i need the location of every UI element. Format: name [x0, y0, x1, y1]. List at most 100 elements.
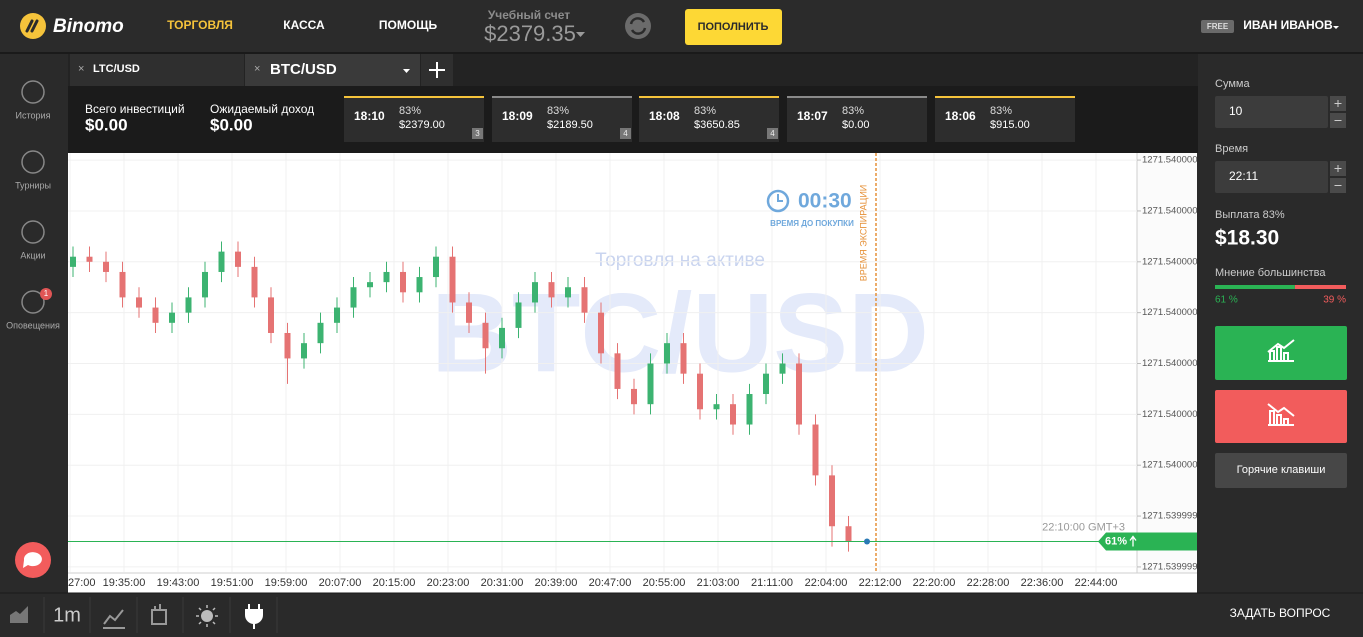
watermark: BTC/USD	[431, 271, 929, 396]
deal-card[interactable]	[344, 96, 484, 142]
time-input[interactable]	[1215, 161, 1328, 193]
x-tick-label: 22:20:00	[913, 577, 956, 589]
sidebar-label[interactable]: Турниры	[15, 180, 51, 190]
y-tick-label: 1271.54000020	[1142, 358, 1208, 369]
cursor-time: 22:10:00 GMT+3	[1042, 521, 1125, 533]
candle-body	[70, 256, 76, 267]
x-tick-label: 22:12:00	[859, 577, 902, 589]
deal-card[interactable]	[935, 96, 1075, 142]
indicator-icon[interactable]	[103, 609, 125, 629]
deposit-label[interactable]: ПОПОЛНИТЬ	[698, 21, 769, 33]
deal-amount: $2189.50	[547, 119, 593, 131]
timer-label: ВРЕМЯ ДО ПОКУПКИ	[770, 219, 854, 228]
tab-label[interactable]: BTC/USD	[270, 61, 337, 78]
deal-percent: 83%	[990, 105, 1012, 117]
sidebar-label[interactable]: Оповещения	[6, 320, 60, 330]
candle-body	[251, 266, 258, 298]
sidebar-icon[interactable]	[21, 80, 45, 104]
sidebar-icon[interactable]	[21, 150, 45, 174]
deal-amount: $915.00	[990, 119, 1030, 131]
y-tick-label: 1271.53999980	[1142, 561, 1208, 572]
candle-body	[598, 312, 604, 354]
payout-value: $18.30	[1215, 227, 1279, 250]
candle-body	[383, 271, 390, 283]
deal-card[interactable]	[787, 96, 927, 142]
candle-body	[400, 271, 406, 293]
x-tick-label: 22:28:00	[967, 577, 1010, 589]
candle-body	[763, 373, 769, 395]
sidebar-label[interactable]: История	[16, 110, 51, 120]
tools-icon[interactable]	[151, 604, 167, 625]
header-bar	[0, 0, 1363, 53]
user-name[interactable]: ИВАН ИВАНОВ	[1243, 18, 1333, 32]
tab-bg[interactable]	[70, 54, 244, 86]
price-axis-bg	[1137, 153, 1197, 573]
x-tick-label: 20:39:00	[535, 577, 578, 589]
x-tick-label: 19:59:00	[265, 577, 308, 589]
sidebar-icon[interactable]	[21, 220, 45, 244]
deal-percent: 83%	[842, 105, 864, 117]
deal-count-bg	[620, 128, 631, 139]
tab-label[interactable]: LTC/USD	[93, 63, 140, 75]
candle-body	[334, 307, 340, 323]
tab-bg[interactable]	[245, 54, 420, 86]
x-tick-label: 22:44:00	[1075, 577, 1118, 589]
deal-count: 4	[770, 129, 775, 138]
tab-close[interactable]: ×	[78, 63, 84, 75]
deposit-button[interactable]	[685, 9, 782, 45]
x-tick-label: 20:15:00	[373, 577, 416, 589]
account-balance[interactable]: $2379.35	[484, 21, 576, 46]
majority-down: 39 %	[1323, 295, 1346, 306]
logo-mark	[25, 19, 39, 33]
candle-body	[284, 332, 291, 359]
candle-body	[350, 287, 357, 308]
deal-card-top	[344, 96, 484, 98]
x-tick-label: 20:55:00	[643, 577, 686, 589]
tab-close[interactable]: ×	[254, 63, 260, 75]
candle-body	[301, 343, 307, 359]
deal-card[interactable]	[639, 96, 779, 142]
caret	[403, 69, 410, 73]
deal-card[interactable]	[492, 96, 632, 142]
theme-icon[interactable]	[201, 610, 213, 622]
refresh-button[interactable]	[625, 13, 651, 39]
timer: 00:30	[798, 190, 852, 213]
candle-body	[202, 271, 208, 298]
candle-body	[779, 363, 786, 374]
time-value[interactable]: 22:11	[1229, 169, 1258, 183]
price-tag-arrow	[1129, 535, 1137, 547]
amount-input[interactable]	[1215, 96, 1328, 128]
nav-link[interactable]: КАССА	[283, 18, 325, 32]
candle-body	[713, 404, 720, 410]
chart-type-icon[interactable]	[10, 606, 28, 623]
deal-count: 3	[475, 129, 480, 138]
nav-link[interactable]: ТОРГОВЛЯ	[167, 18, 233, 32]
ask-question[interactable]: ЗАДАТЬ ВОПРОС	[1230, 606, 1331, 620]
up-icon	[1267, 339, 1295, 362]
deal-time: 18:09	[502, 109, 533, 123]
candle-body	[565, 287, 571, 298]
notification-badge-bg	[40, 288, 52, 300]
payout-label: Выплата 83%	[1215, 209, 1285, 221]
hotkeys-button[interactable]	[1215, 453, 1347, 488]
chart-subtitle: Торговля на активе	[595, 250, 765, 271]
connection-icon[interactable]	[245, 604, 263, 629]
account-label[interactable]: Учебный счет	[488, 8, 570, 22]
nav-link[interactable]: ПОМОЩЬ	[379, 18, 438, 32]
sidebar-icon[interactable]	[21, 290, 45, 314]
y-tick-label: 1271.54000000	[1142, 460, 1208, 471]
hotkeys-label[interactable]: Горячие клавиши	[1237, 464, 1326, 476]
amount-value[interactable]: 10	[1229, 104, 1243, 118]
plus-icon	[429, 62, 445, 78]
candle-body	[185, 297, 192, 313]
field-label: Сумма	[1215, 78, 1250, 90]
candle-body	[829, 475, 835, 527]
candle-body	[136, 297, 142, 308]
timeframe[interactable]: 1m	[53, 604, 81, 626]
logo-text[interactable]: Binomo	[53, 16, 124, 37]
x-tick-label: 21:11:00	[751, 577, 793, 589]
candle-body	[103, 261, 109, 272]
sidebar-label[interactable]: Акции	[20, 250, 45, 260]
chat-icon	[23, 552, 42, 568]
